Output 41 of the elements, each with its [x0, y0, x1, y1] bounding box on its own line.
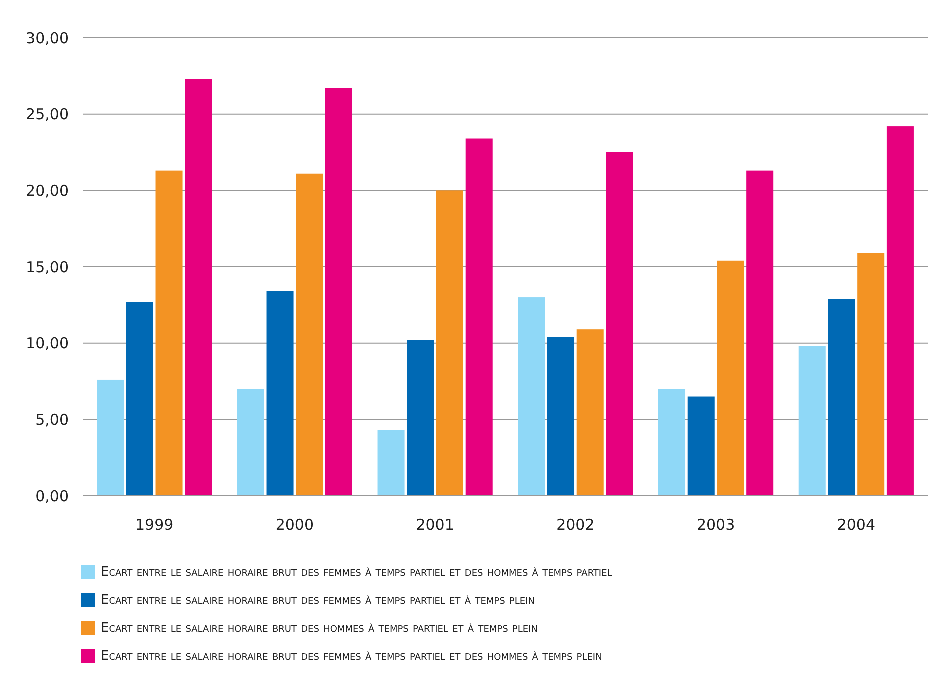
- bar: [828, 299, 856, 496]
- y-tick-label: 30,00: [26, 29, 69, 48]
- bar: [886, 126, 914, 496]
- bar: [717, 260, 744, 496]
- bar: [576, 330, 604, 496]
- x-tick-label: 2002: [556, 516, 595, 534]
- bar: [688, 396, 715, 496]
- bar: [547, 337, 575, 496]
- bar: [466, 138, 493, 496]
- bar: [798, 346, 826, 496]
- bar: [126, 302, 154, 496]
- bar: [237, 389, 264, 496]
- y-tick-label: 0,00: [36, 487, 69, 506]
- bar: [156, 170, 183, 496]
- bar: [266, 291, 294, 496]
- legend-label: Ecart entre le salaire horaire brut des hommes à temps partiel et à temps plein: [101, 621, 538, 636]
- bar: [606, 152, 634, 496]
- bar: [858, 253, 885, 496]
- y-tick-label: 20,00: [26, 182, 69, 200]
- y-tick-label: 5,00: [36, 410, 69, 429]
- x-tick-label: 1999: [135, 516, 174, 534]
- x-tick-label: 2004: [837, 516, 876, 534]
- legend-label: Ecart entre le salaire horaire brut des femmes à temps partiel et à temps plein: [101, 593, 535, 608]
- x-tick-label: 2001: [416, 516, 454, 534]
- x-tick-label: 2003: [696, 516, 736, 534]
- bar: [436, 190, 464, 496]
- y-tick-label: 15,00: [26, 258, 69, 276]
- bar: [658, 389, 686, 496]
- bar: [746, 170, 774, 496]
- bar: [518, 298, 546, 496]
- bar: [185, 79, 212, 496]
- legend-label: Ecart entre le salaire horaire brut des femmes à temps partiel et des hommes à temps partiel: [101, 565, 612, 580]
- bar: [97, 380, 124, 496]
- bar: [378, 430, 405, 496]
- x-tick-label: 2000: [276, 516, 314, 534]
- bar: [296, 174, 324, 496]
- y-tick-label: 10,00: [26, 334, 69, 353]
- bar: [407, 340, 434, 496]
- y-tick-label: 25,00: [26, 106, 69, 124]
- bar: [325, 88, 352, 496]
- legend-label: Ecart entre le salaire horaire brut des femmes à temps partiel et des hommes à temps plein: [101, 649, 602, 664]
